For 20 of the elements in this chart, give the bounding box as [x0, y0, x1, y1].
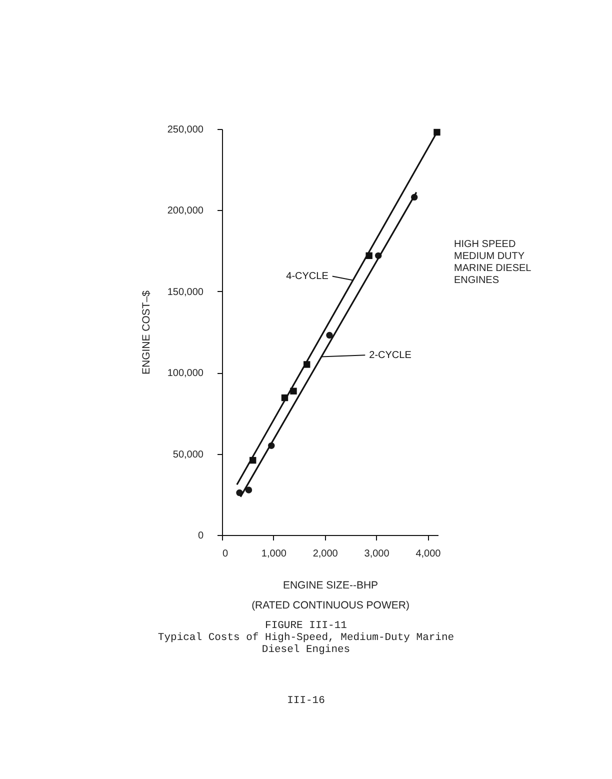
point: [245, 486, 252, 494]
y-tick-label: 200,000: [167, 206, 204, 217]
x-tick-label: 4,000: [416, 548, 442, 560]
y-tick-label: 0: [198, 530, 204, 542]
x-tick-label: 3,000: [364, 548, 390, 560]
x-tick-label: 2,000: [312, 548, 338, 560]
y-tick-label: 100,000: [167, 368, 204, 380]
text: HIGH SPEED MEDIUM DUTY MARINE DIESEL ENGINES: [454, 239, 532, 287]
x-axis-title: ENGINE SIZE--BHP (RATED CONTINUOUS POWER): [252, 580, 410, 612]
x-tick-label: 1,000: [261, 548, 287, 560]
y-tick-label: 50,000: [172, 449, 204, 460]
text: FIGURE III-11: [264, 620, 348, 632]
text: III-16: [286, 695, 326, 707]
y-tick-label: 150,000: [167, 286, 204, 298]
text: Typical Costs of High-Speed, Medium-Duty Marine Diesel Engines: [156, 632, 456, 656]
x-tick-label: 0: [222, 548, 228, 560]
text: 4-CYCLE: [286, 271, 329, 282]
legend-label: 2-CYCLE: [369, 350, 412, 362]
point: [326, 332, 333, 339]
y-tick-label: 250,000: [167, 124, 204, 136]
